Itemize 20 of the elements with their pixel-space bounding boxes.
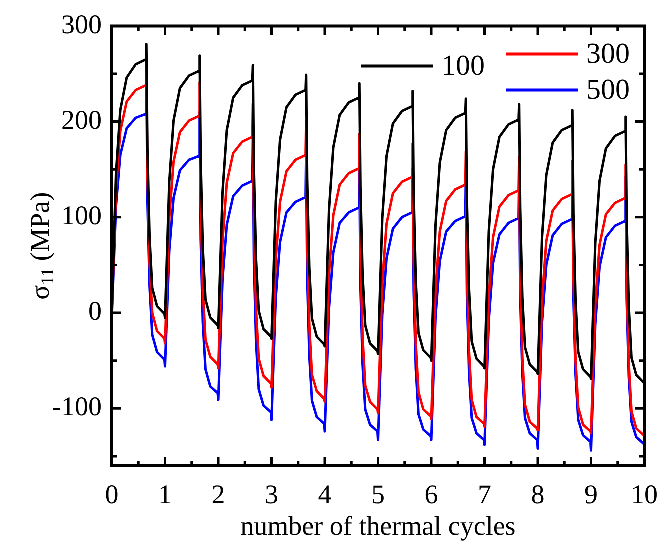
y-tick-label: -100	[52, 392, 102, 422]
y-tick-label: 200	[62, 104, 102, 135]
x-axis-title: number of thermal cycles	[240, 511, 516, 542]
y-tick-label: 0	[88, 296, 102, 326]
x-tick-label: 6	[424, 479, 438, 510]
x-tick-label: 8	[531, 479, 545, 510]
legend-label: 300	[586, 38, 630, 70]
y-tick-label: 100	[62, 200, 102, 231]
x-tick-label: 9	[584, 479, 598, 510]
x-tick-label: 2	[212, 479, 226, 510]
x-tick-label: 7	[478, 479, 492, 510]
legend-label: 100	[442, 50, 485, 82]
x-tick-label: 4	[318, 479, 332, 510]
legend-label: 500	[586, 74, 630, 106]
x-tick-label: 10	[631, 479, 658, 510]
x-tick-label: 1	[158, 479, 172, 510]
x-tick-label: 5	[372, 479, 385, 510]
y-axis-title: σ11 (MPa)	[25, 192, 58, 300]
y-tick-label: 300	[62, 9, 102, 40]
x-tick-label: 3	[265, 479, 278, 510]
